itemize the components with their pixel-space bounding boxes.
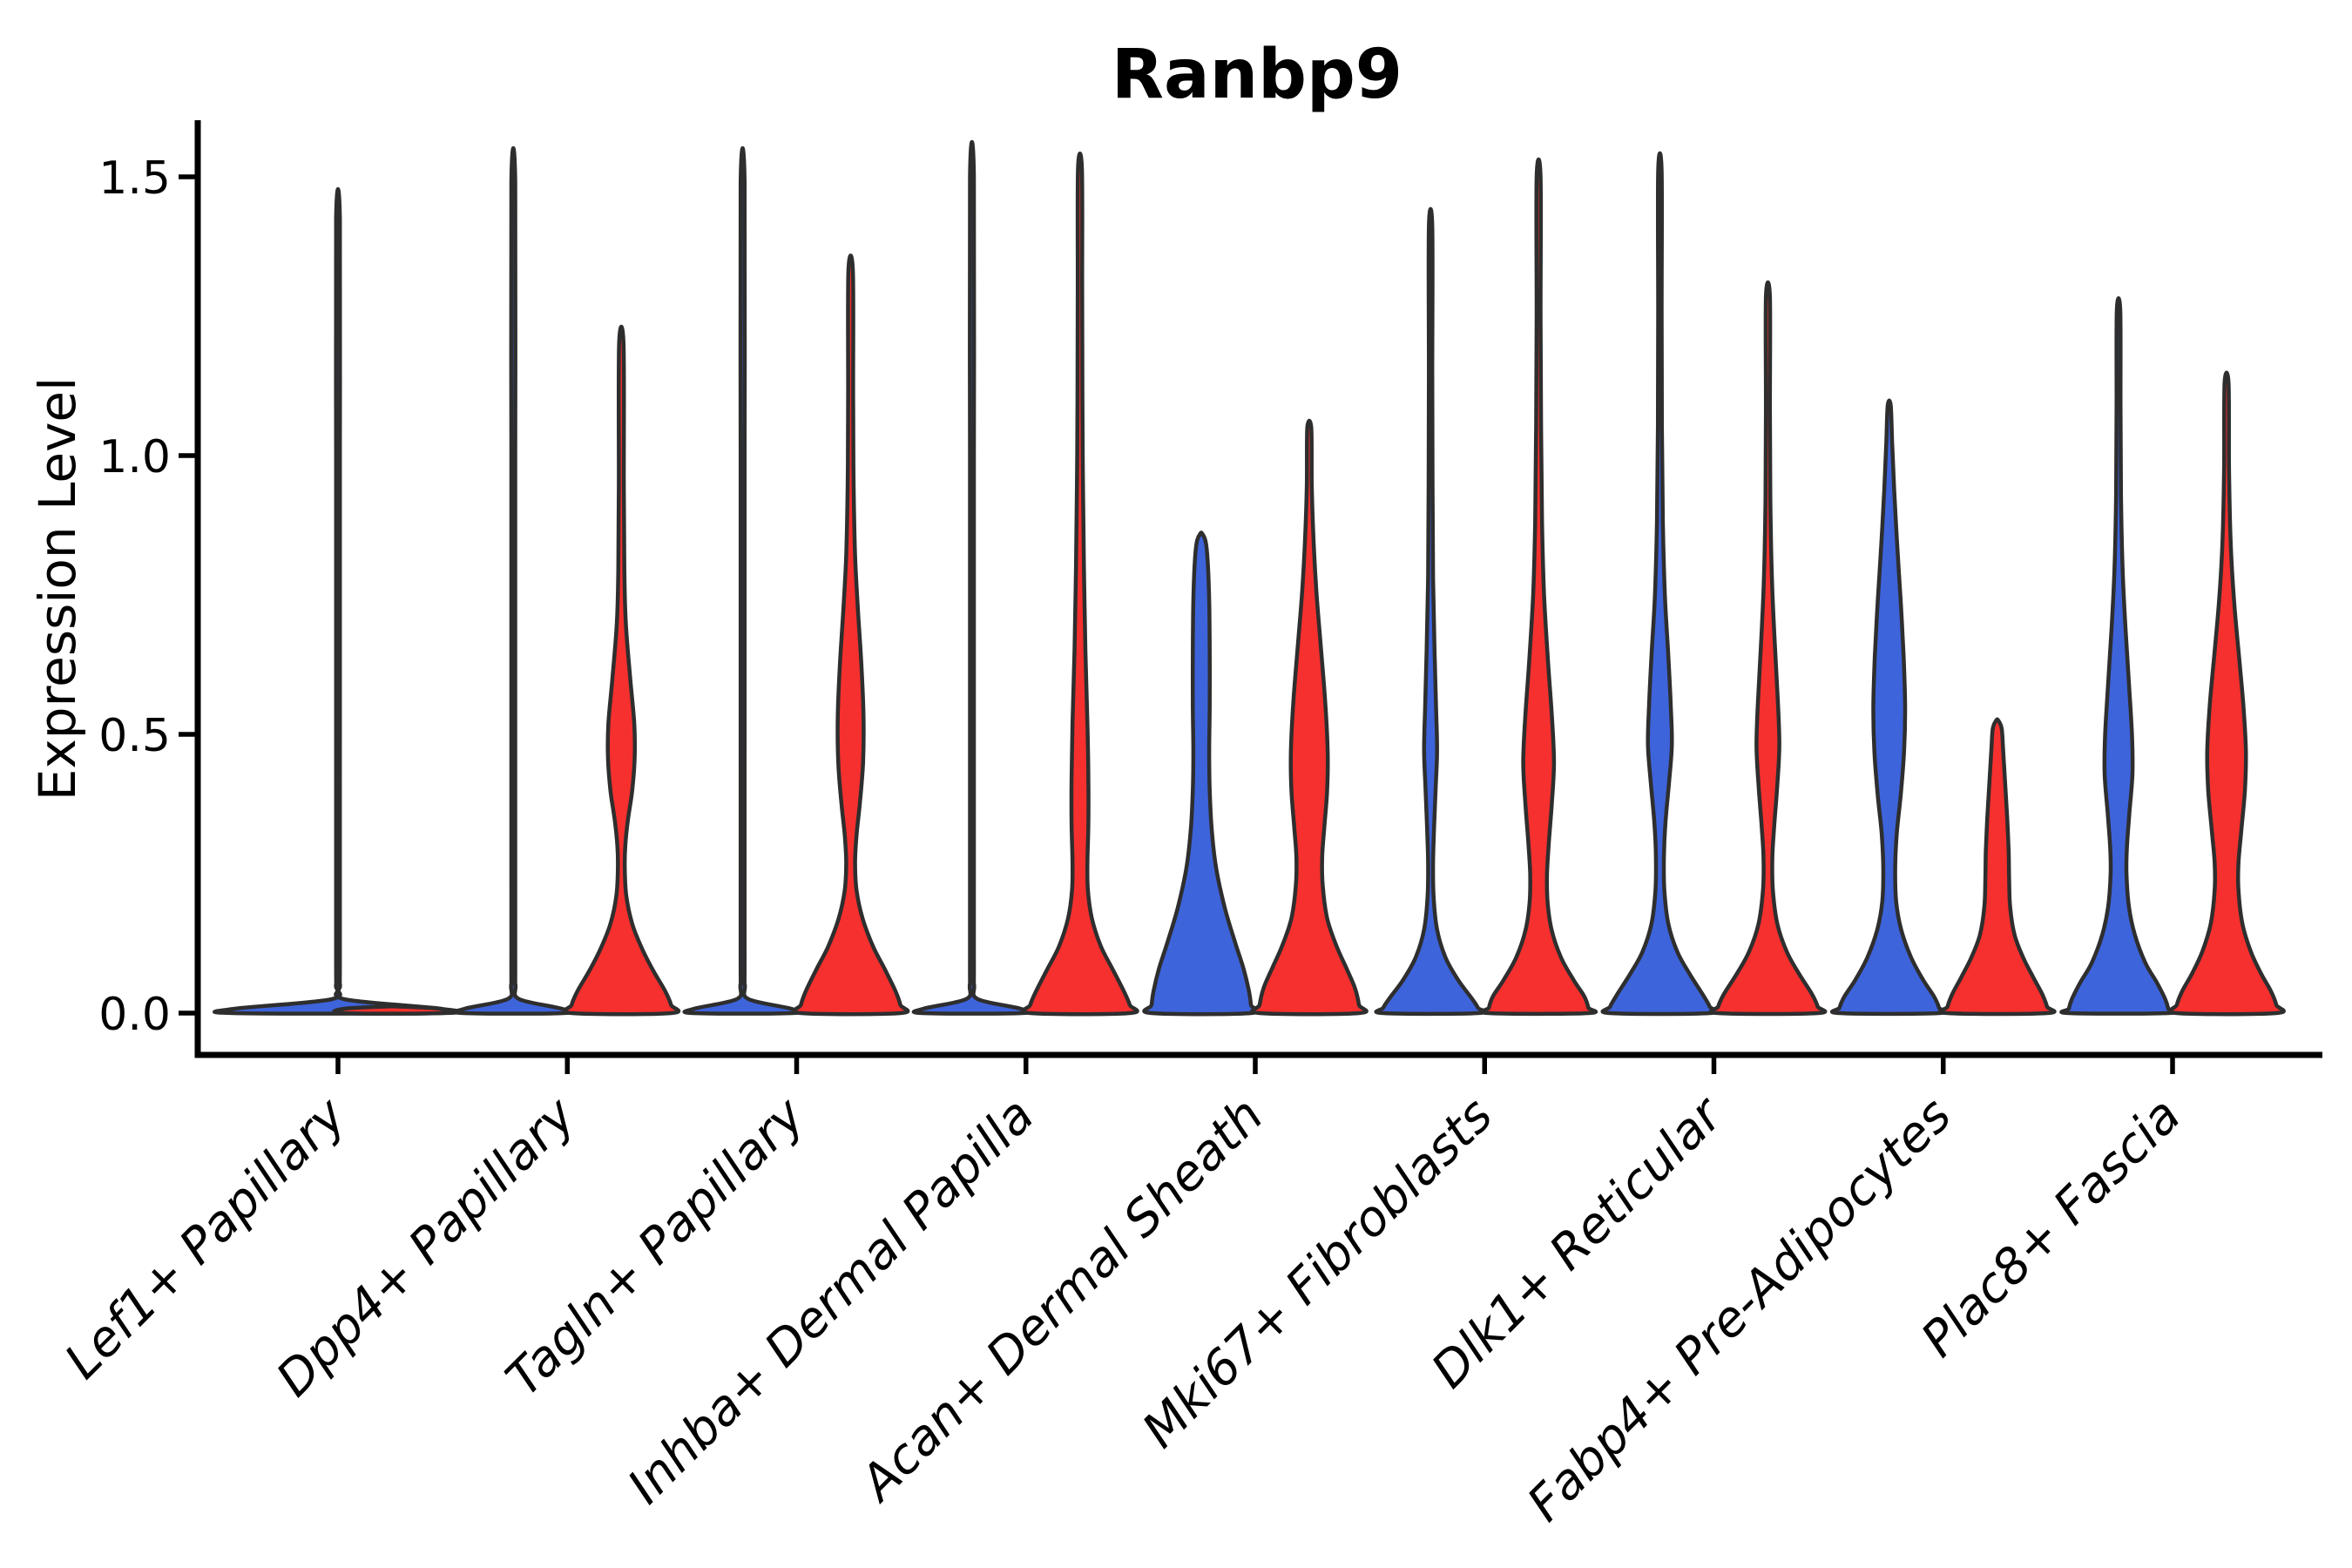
violin-inhba-dermal-papilla-blue [911, 140, 1032, 1016]
violin-mki67-fibroblasts-blue [1374, 206, 1487, 1017]
chart-title: Ranbp9 [1112, 36, 1402, 114]
violin-acan-dermal-sheath-blue [1142, 531, 1260, 1017]
violin-acan-dermal-sheath-red [1250, 418, 1369, 1017]
violin-lef1-papillary-red [332, 1004, 452, 1016]
violin-tagln-papillary-blue [682, 146, 803, 1016]
violin-plac8-fascia-red [2167, 370, 2286, 1017]
violin-fabp4-pre-adipocytes-red [1937, 717, 2057, 1017]
violin-plac8-fascia-blue [2059, 295, 2178, 1016]
y-tick-label: 0.0 [98, 989, 171, 1041]
y-axis-label: Expression Level [28, 377, 87, 801]
violin-tagln-papillary-red [791, 253, 910, 1017]
violin-mki67-fibroblasts-red [1479, 157, 1598, 1017]
y-tick-label: 1.0 [98, 431, 171, 483]
violin-dpp4-papillary-blue [453, 146, 574, 1016]
violins-layer [213, 140, 2286, 1017]
violin-dlk1-reticular-red [1708, 280, 1828, 1017]
violin-inhba-dermal-papilla-red [1020, 151, 1139, 1017]
violin-dpp4-papillary-red [562, 324, 681, 1017]
y-tick-label: 0.5 [98, 710, 171, 762]
violin-dlk1-reticular-blue [1600, 151, 1720, 1017]
violin-fabp4-pre-adipocytes-blue [1829, 398, 1949, 1017]
y-tick-label: 1.5 [98, 152, 171, 205]
